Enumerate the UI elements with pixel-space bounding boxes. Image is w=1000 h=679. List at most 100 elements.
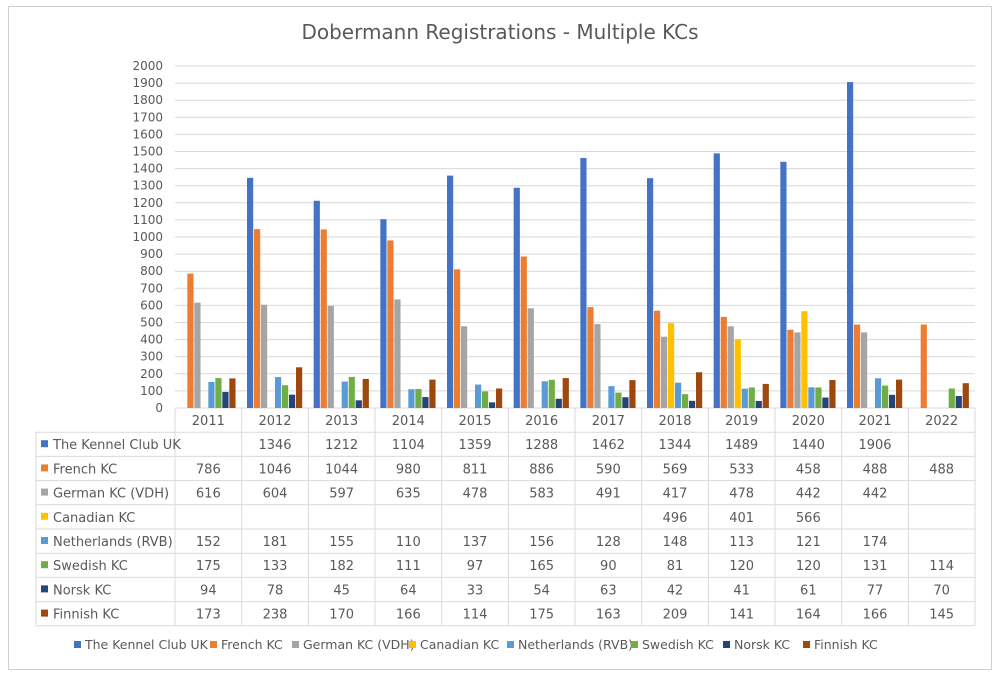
legend-label: The Kennel Club UK [84, 637, 209, 652]
y-tick-label: 1700 [132, 110, 163, 124]
bar [755, 400, 762, 408]
table-cell: 41 [733, 583, 750, 598]
table-cell: 174 [863, 535, 888, 550]
table-cell: 166 [396, 608, 421, 623]
bar [275, 377, 282, 408]
y-tick-label: 1200 [132, 196, 163, 210]
bar [720, 316, 727, 408]
table-cell: 811 [463, 462, 488, 477]
y-tick-label: 100 [140, 384, 163, 398]
table-cell: 133 [263, 559, 288, 574]
table-cell: 1046 [258, 462, 291, 477]
bar [948, 388, 955, 408]
bar [513, 187, 520, 408]
legend-key [507, 641, 514, 648]
table-cell: 120 [796, 559, 821, 574]
table-cell: 111 [396, 559, 421, 574]
bar [187, 273, 194, 408]
bar [429, 379, 436, 408]
legend-label: French KC [221, 637, 283, 652]
table-cell: 164 [796, 608, 821, 623]
table-cell: 1104 [392, 438, 425, 453]
table-cell: 1462 [592, 438, 625, 453]
table-cell: 786 [196, 462, 221, 477]
bar [861, 332, 868, 408]
table-legend-key [41, 537, 48, 544]
y-tick-label: 1600 [132, 127, 163, 141]
table-cell: 590 [596, 462, 621, 477]
table-cell: 175 [196, 559, 221, 574]
bar [282, 385, 289, 408]
table-cell: 1346 [258, 438, 291, 453]
bar [847, 82, 854, 408]
bar [320, 229, 327, 408]
table-legend-key [41, 488, 48, 496]
table-cell: 33 [467, 583, 484, 598]
bar [562, 378, 569, 408]
bar [247, 177, 254, 408]
table-cell: 114 [463, 608, 488, 623]
bar [829, 379, 836, 408]
table-series-label: Finnish KC [53, 608, 119, 623]
bar [594, 324, 601, 408]
bar [608, 386, 615, 408]
table-cell: 141 [729, 608, 754, 623]
legend-key [723, 641, 730, 648]
bar [668, 323, 675, 408]
legend-key [210, 641, 217, 648]
table-cell: 886 [529, 462, 554, 477]
table-cell: 1044 [325, 462, 358, 477]
bar [215, 378, 222, 408]
bar [355, 400, 362, 408]
bar [261, 304, 268, 408]
bar [387, 240, 394, 408]
bar [341, 381, 348, 408]
table-cell: 1906 [858, 438, 891, 453]
x-tick-label: 2015 [458, 414, 491, 429]
bar [555, 398, 562, 408]
table-series-label: The Kennel Club UK [52, 438, 181, 453]
table-cell: 165 [529, 559, 554, 574]
bar [541, 381, 548, 408]
bars [187, 82, 969, 408]
bar [289, 394, 296, 408]
bar [327, 305, 334, 408]
table-cell: 478 [463, 487, 488, 502]
table-cell: 94 [200, 583, 217, 598]
table-cell: 417 [663, 487, 688, 502]
table-cell: 128 [596, 535, 621, 550]
y-tick-label: 200 [140, 367, 163, 381]
bar [854, 324, 861, 408]
table-cell: 156 [529, 535, 554, 550]
bar [527, 308, 534, 408]
chart-title: Dobermann Registrations - Multiple KCs [301, 20, 698, 44]
bar [696, 372, 703, 408]
bar [920, 324, 927, 408]
bar [394, 299, 401, 408]
bar [780, 161, 787, 408]
table-cell: 121 [796, 535, 821, 550]
y-tick-label: 900 [140, 247, 163, 261]
bar [762, 383, 769, 408]
table-cell: 173 [196, 608, 221, 623]
y-axis-ticks: 0 100 200 300 400 500 600 700 800 900 1000 1100 1200… [132, 59, 163, 415]
table-cell: 635 [396, 487, 421, 502]
table-cell: 90 [600, 559, 617, 574]
legend-key [292, 641, 299, 648]
table-cell: 604 [263, 487, 288, 502]
table-cell: 54 [533, 583, 550, 598]
table-cell: 42 [667, 583, 684, 598]
table-cell: 110 [396, 535, 421, 550]
y-tick-label: 2000 [132, 59, 163, 73]
y-tick-label: 1000 [132, 230, 163, 244]
bar [408, 389, 415, 408]
legend-label: Norsk KC [734, 637, 790, 652]
y-tick-label: 0 [155, 401, 163, 415]
gridlines [175, 65, 975, 409]
table-cell: 175 [529, 608, 554, 623]
bar [629, 380, 636, 408]
table-cell: 488 [863, 462, 888, 477]
table-cell: 1288 [525, 438, 558, 453]
table-cell: 1212 [325, 438, 358, 453]
bar [647, 178, 654, 408]
